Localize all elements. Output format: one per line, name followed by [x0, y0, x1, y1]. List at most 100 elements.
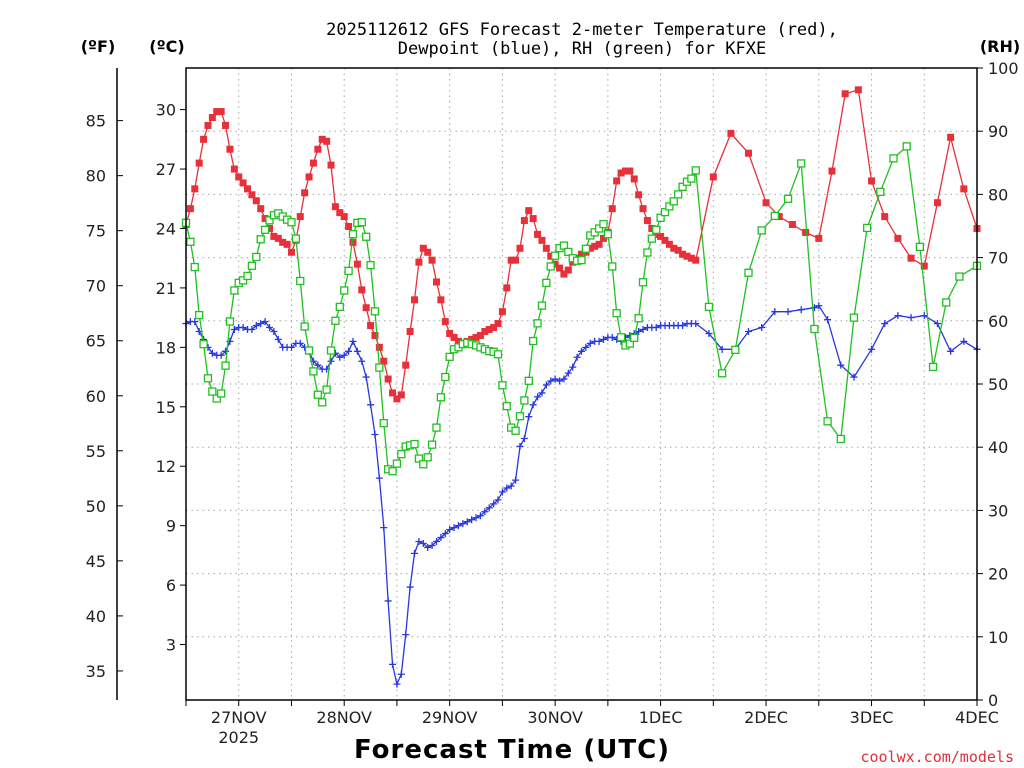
- celsius-tick-label: 27: [156, 160, 176, 179]
- temperature-point: [648, 224, 656, 232]
- dewpoint-point: [520, 434, 528, 442]
- dewpoint-point: [424, 543, 432, 551]
- rh-point: [498, 381, 507, 390]
- dewpoint-point: [432, 538, 440, 546]
- rh-tick-label: 0: [988, 691, 998, 710]
- chart-title-line2: Dewpoint (blue), RH (green) for KFXE: [398, 39, 766, 59]
- dewpoint-point: [463, 518, 471, 526]
- rh-point: [296, 276, 305, 286]
- fahrenheit-unit-label: (ºF): [81, 37, 116, 56]
- fahrenheit-tick-label: 85: [86, 112, 106, 131]
- rh-point: [564, 247, 573, 257]
- dewpoint-point: [327, 357, 335, 365]
- rh-point: [265, 216, 274, 225]
- temperature-point: [358, 286, 366, 294]
- dewpoint-point: [516, 442, 524, 450]
- dewpoint-point: [446, 526, 454, 534]
- temperature-point: [195, 159, 203, 167]
- dewpoint-point: [384, 597, 392, 605]
- dewpoint-point: [569, 363, 577, 371]
- x-axis-label: Forecast Time (UTC): [354, 735, 670, 765]
- rh-tick-label: 80: [988, 185, 1008, 204]
- temperature-point: [613, 177, 621, 185]
- rh-point: [370, 307, 380, 316]
- temperature-point: [415, 258, 423, 266]
- temperature-point: [578, 250, 585, 258]
- dewpoint-point: [582, 343, 590, 351]
- chart-title-line1: 2025112612 GFS Forecast 2-meter Temperat…: [326, 20, 838, 40]
- dewpoint-point: [270, 327, 278, 335]
- rh-point: [357, 218, 366, 227]
- temperature-point: [402, 361, 410, 369]
- rh-point: [195, 310, 204, 320]
- temperature-point: [709, 173, 717, 181]
- rh-tick-label: 50: [988, 375, 1008, 394]
- rh-point: [529, 336, 538, 346]
- dewpoint-point: [503, 484, 511, 492]
- rh-point: [669, 197, 678, 206]
- dewpoint-point: [252, 322, 260, 330]
- temperature-point: [635, 191, 643, 199]
- temperature-point: [881, 213, 889, 221]
- temperature-point: [468, 335, 476, 343]
- temperature-point: [424, 248, 432, 256]
- rh-tick-label: 70: [988, 249, 1008, 268]
- temperature-point: [261, 215, 269, 223]
- celsius-tick-label: 3: [166, 636, 176, 655]
- temperature-point: [384, 375, 392, 383]
- temperature-point: [617, 169, 625, 177]
- dewpoint-point: [415, 538, 423, 546]
- rh-point: [252, 252, 261, 262]
- temperature-point: [960, 185, 968, 193]
- dewpoint-point: [586, 339, 594, 347]
- fahrenheit-tick-label: 60: [86, 387, 106, 406]
- dewpoint-point: [881, 320, 889, 328]
- dewpoint-point: [208, 349, 216, 357]
- dewpoint-point: [485, 504, 493, 512]
- temperature-point: [670, 244, 678, 252]
- rh-point: [515, 412, 525, 421]
- temperature-point: [428, 256, 436, 264]
- temperature-point: [657, 232, 665, 240]
- temperature-point: [621, 167, 629, 175]
- temperature-point: [683, 252, 691, 260]
- dewpoint-point: [894, 312, 902, 320]
- temperature-point: [222, 121, 230, 129]
- rh-point: [542, 278, 551, 288]
- rh-point: [331, 316, 340, 325]
- temperature-point: [327, 161, 335, 169]
- temperature-point: [674, 246, 682, 254]
- dewpoint-point: [692, 320, 700, 328]
- fahrenheit-tick-label: 70: [86, 277, 106, 296]
- rh-point: [309, 367, 318, 376]
- dewpoint-point: [481, 508, 489, 516]
- rh-point: [212, 394, 221, 403]
- rh-point: [603, 230, 613, 239]
- dewpoint-point: [265, 324, 273, 332]
- dewpoint-point: [476, 512, 484, 520]
- rh-point: [511, 426, 520, 435]
- rh-point: [432, 423, 441, 432]
- temperature-point: [226, 145, 234, 153]
- rh-point: [335, 302, 344, 312]
- temperature-point: [239, 179, 247, 187]
- temperature-point: [318, 135, 326, 143]
- rh-point: [717, 369, 727, 378]
- rh-point: [225, 317, 235, 326]
- rh-point: [348, 230, 358, 239]
- temperature-point: [485, 326, 493, 334]
- dewpoint-point: [595, 337, 603, 345]
- dewpoint-point: [239, 324, 247, 332]
- rh-tick-label: 30: [988, 501, 1008, 520]
- temperature-point: [538, 236, 546, 244]
- dewpoint-point: [920, 312, 928, 320]
- celsius-tick-label: 18: [156, 338, 176, 357]
- dewpoint-point: [441, 530, 449, 538]
- dewpoint-point: [744, 327, 752, 335]
- dewpoint-point: [512, 476, 520, 484]
- dewpoint-point: [296, 339, 304, 347]
- rh-point: [691, 166, 700, 175]
- rh-tick-label: 100: [988, 59, 1019, 78]
- dewpoint-point: [797, 306, 805, 314]
- temperature-point: [744, 149, 752, 157]
